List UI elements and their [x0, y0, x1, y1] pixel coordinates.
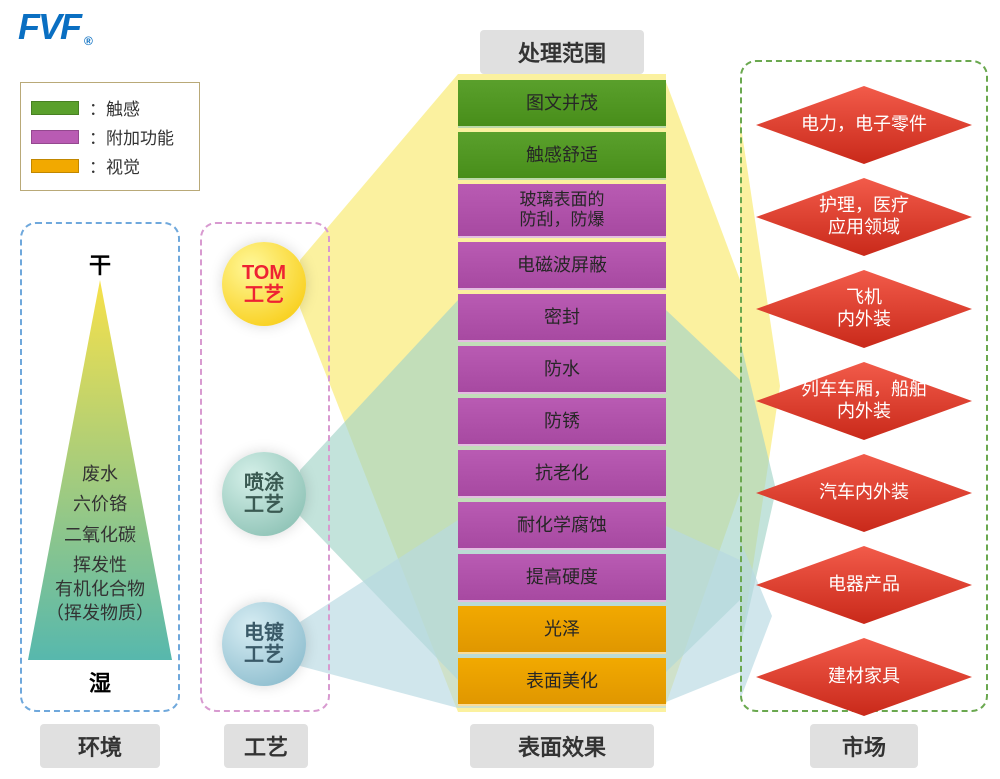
- section-market: 市场: [810, 724, 918, 768]
- market-item: 汽车内外装: [756, 454, 972, 532]
- section-process: 工艺: [224, 724, 308, 768]
- market-label: 护理，医疗 应用领域: [795, 195, 933, 238]
- env-item: 六价铬: [20, 492, 180, 516]
- center-cell: 提高硬度: [458, 554, 666, 602]
- market-item: 护理，医疗 应用领域: [756, 178, 972, 256]
- env-top-label: 干: [20, 248, 180, 280]
- center-cell: 光泽: [458, 606, 666, 654]
- center-cell: 密封: [458, 294, 666, 342]
- market-label: 列车车厢，船舶 内外装: [777, 379, 951, 422]
- center-cell: 表面美化: [458, 658, 666, 706]
- market-item: 列车车厢，船舶 内外装: [756, 362, 972, 440]
- env-items: 废水六价铬二氧化碳挥发性 有机化合物 （挥发物质）: [20, 456, 180, 632]
- range-title: 处理范围: [480, 30, 644, 74]
- env-bottom-label: 湿: [20, 666, 180, 698]
- center-cell: 抗老化: [458, 450, 666, 498]
- market-item: 电器产品: [756, 546, 972, 624]
- center-cell: 玻璃表面的 防刮，防爆: [458, 184, 666, 238]
- market-label: 电力，电子零件: [777, 114, 951, 136]
- center-list: 图文并茂触感舒适玻璃表面的 防刮，防爆电磁波屏蔽密封防水防锈抗老化耐化学腐蚀提高…: [458, 80, 666, 710]
- env-item: 挥发性 有机化合物 （挥发物质）: [20, 553, 180, 626]
- env-item: 废水: [20, 462, 180, 486]
- center-cell: 耐化学腐蚀: [458, 502, 666, 550]
- center-cell: 防水: [458, 346, 666, 394]
- process-circle: 喷涂 工艺: [222, 452, 306, 536]
- center-cell: 防锈: [458, 398, 666, 446]
- section-environment: 环境: [40, 724, 160, 768]
- market-item: 电力，电子零件: [756, 86, 972, 164]
- market-item: 建材家具: [756, 638, 972, 716]
- section-surface: 表面效果: [470, 724, 654, 768]
- env-item: 二氧化碳: [20, 523, 180, 547]
- market-label: 建材家具: [804, 666, 924, 688]
- process-circle: 电镀 工艺: [222, 602, 306, 686]
- center-cell: 触感舒适: [458, 132, 666, 180]
- market-label: 汽车内外装: [795, 482, 933, 504]
- center-cell: 图文并茂: [458, 80, 666, 128]
- process-circle: TOM 工艺: [222, 242, 306, 326]
- center-cell: 电磁波屏蔽: [458, 242, 666, 290]
- market-label: 电器产品: [804, 574, 924, 596]
- market-label: 飞机 内外装: [813, 287, 915, 330]
- market-item: 飞机 内外装: [756, 270, 972, 348]
